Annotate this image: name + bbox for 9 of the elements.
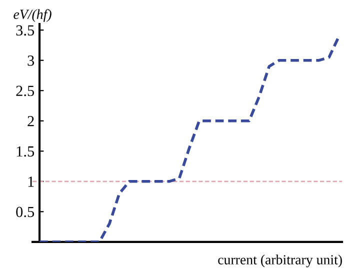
y-tick-label: 0.5 (16, 206, 34, 218)
x-axis-title: current (arbitrary unit) (218, 254, 342, 268)
y-tick-label: 2.5 (16, 86, 34, 96)
y-axis-title: eV/(hf) (14, 9, 52, 22)
y-tick-label: 2 (28, 116, 34, 126)
y-tick-label: 3.5 (16, 25, 34, 36)
y-tick-label: 3 (28, 56, 34, 66)
y-tick-label: 1 (28, 176, 34, 187)
y-tick-label: 1.5 (16, 146, 34, 157)
